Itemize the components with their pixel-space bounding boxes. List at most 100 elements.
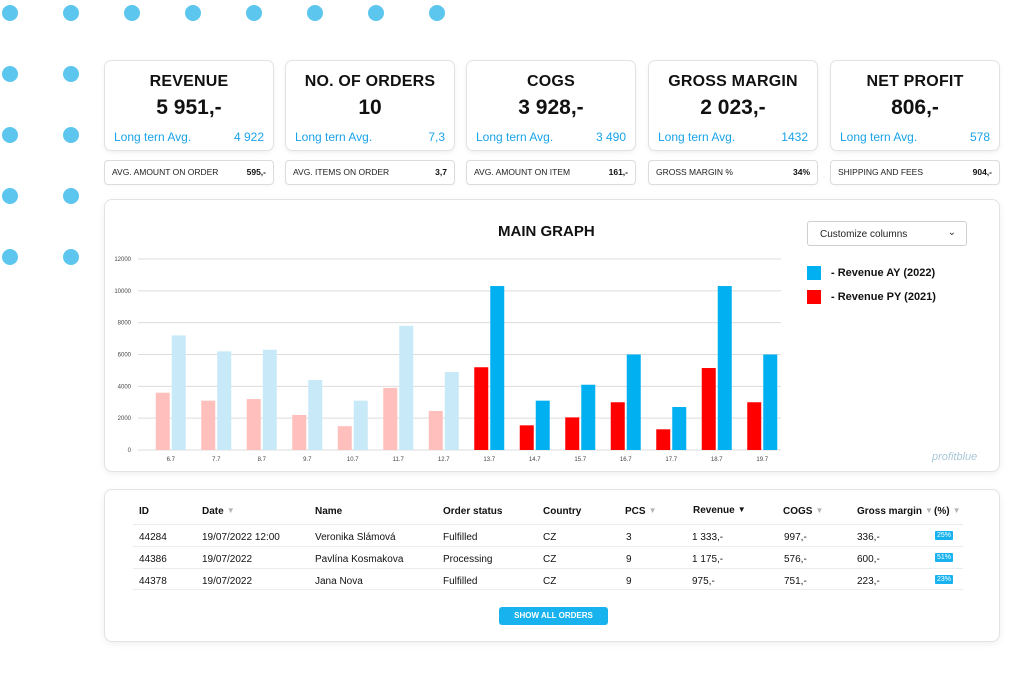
col-header-date[interactable]: Date ▼ [202, 506, 235, 517]
col-header-gross-margin[interactable]: Gross margin ▼ [857, 506, 933, 517]
cell-cogs: 997,- [784, 532, 807, 543]
x-tick-label: 13.7 [483, 457, 495, 463]
decor-dot [307, 5, 323, 21]
bar-py [292, 414, 307, 450]
sub-stat-label: GROSS MARGIN % [656, 167, 733, 177]
decor-dot [429, 5, 445, 21]
bar-ay [262, 349, 277, 450]
cell-country: CZ [543, 576, 557, 587]
show-all-orders-button[interactable]: SHOW ALL ORDERS [499, 607, 608, 625]
kpi-card-revenue: REVENUE 5 951,- Long tern Avg. 4 922 [105, 61, 273, 150]
cell-id: 44284 [139, 532, 167, 543]
cell-date: 19/07/2022 [202, 576, 253, 587]
cell-name: Veronika Slámová [315, 532, 396, 543]
x-tick-label: 10.7 [347, 457, 359, 463]
kpi-avg-value: 4 922 [233, 130, 264, 144]
bar-ay [535, 400, 550, 450]
y-tick-label: 0 [128, 448, 132, 454]
table-row[interactable]: 44284 19/07/2022 12:00 Veronika Slámová … [133, 524, 963, 546]
sort-active-icon: ▼ [737, 505, 746, 514]
sub-stat-value: 3,7 [435, 167, 447, 177]
decor-dot [63, 249, 79, 265]
kpi-card-net-profit: NET PROFIT 806,- Long tern Avg. 578 [831, 61, 999, 150]
col-header-revenue[interactable]: Revenue ▼ [693, 505, 746, 516]
decor-dot [124, 5, 140, 21]
kpi-avg-value: 1432 [781, 130, 808, 144]
table-row[interactable]: 44386 19/07/2022 Pavlína Kosmakova Proce… [133, 546, 963, 568]
sub-stat-avg-amount-item: AVG. AMOUNT ON ITEM 161,- [467, 161, 635, 184]
decor-dot [2, 5, 18, 21]
margin-pct-badge: 51% [935, 553, 954, 562]
kpi-avg-label: Long tern Avg. [658, 130, 736, 144]
x-tick-label: 6.7 [167, 457, 176, 463]
orders-table-panel: ID Date ▼ Name Order status Country PCS ▼ … [105, 490, 999, 641]
kpi-title: NET PROFIT [866, 73, 964, 90]
y-tick-label: 8000 [118, 321, 132, 327]
decor-dot [2, 66, 18, 82]
col-header-country[interactable]: Country [543, 506, 581, 517]
col-header-pct[interactable]: (%) ▼ [934, 506, 960, 517]
kpi-avg-label: Long tern Avg. [840, 130, 918, 144]
kpi-value: 5 951,- [156, 96, 222, 119]
decor-dot [63, 188, 79, 204]
cell-cogs: 576,- [784, 554, 807, 565]
bar-ay [353, 400, 368, 450]
cell-revenue: 1 333,- [692, 532, 724, 543]
col-header-status[interactable]: Order status [443, 506, 502, 517]
customize-columns-label: Customize columns [820, 229, 908, 240]
bar-ay [581, 384, 596, 450]
bar-py [383, 387, 398, 450]
cell-pcs: 3 [626, 532, 632, 543]
kpi-title: GROSS MARGIN [668, 73, 798, 90]
y-tick-label: 10000 [114, 289, 131, 295]
bar-py [428, 411, 443, 450]
col-header-pcs[interactable]: PCS ▼ [625, 506, 656, 517]
x-tick-label: 9.7 [303, 457, 312, 463]
sub-stat-avg-amount-order: AVG. AMOUNT ON ORDER 595,- [105, 161, 273, 184]
bar-py [565, 417, 580, 450]
bar-ay [717, 286, 732, 450]
kpi-title: COGS [527, 73, 575, 90]
x-tick-label: 19.7 [756, 457, 768, 463]
cell-date: 19/07/2022 [202, 554, 253, 565]
x-tick-label: 15.7 [574, 457, 586, 463]
col-header-label: Revenue [693, 505, 735, 516]
col-header-label: Name [315, 506, 343, 517]
kpi-avg-label: Long tern Avg. [114, 130, 192, 144]
kpi-title: REVENUE [149, 73, 229, 90]
kpi-value: 2 023,- [700, 96, 766, 119]
col-header-label: COGS [783, 506, 813, 517]
cell-id: 44378 [139, 576, 167, 587]
col-header-name[interactable]: Name [315, 506, 342, 517]
decor-dot [63, 127, 79, 143]
sort-icon: ▼ [226, 506, 235, 515]
decor-dot [2, 249, 18, 265]
kpi-avg-value: 7,3 [428, 130, 445, 144]
customize-columns-dropdown[interactable]: Customize columns ⌄ [807, 221, 967, 246]
bar-ay [763, 354, 778, 450]
col-header-label: Gross margin [857, 506, 923, 517]
kpi-card-gross-margin: GROSS MARGIN 2 023,- Long tern Avg. 1432 [649, 61, 817, 150]
y-tick-label: 12000 [114, 257, 131, 263]
kpi-avg-value: 3 490 [595, 130, 626, 144]
sub-stat-value: 595,- [246, 167, 266, 177]
col-header-label: PCS [625, 506, 646, 517]
bar-ay [171, 335, 186, 450]
graph-title: MAIN GRAPH [498, 223, 595, 240]
sub-stat-value: 161,- [608, 167, 628, 177]
kpi-card-cogs: COGS 3 928,- Long tern Avg. 3 490 [467, 61, 635, 150]
decor-dot [185, 5, 201, 21]
y-tick-label: 4000 [118, 384, 132, 390]
col-header-label: Order status [443, 506, 503, 517]
cell-pcs: 9 [626, 554, 632, 565]
bar-ay [399, 325, 414, 450]
x-tick-label: 18.7 [711, 457, 723, 463]
col-header-id[interactable]: ID [139, 506, 149, 517]
col-header-cogs[interactable]: COGS ▼ [783, 506, 823, 517]
col-header-label: Date [202, 506, 224, 517]
sub-stat-shipping-fees: SHIPPING AND FEES 904,- [831, 161, 999, 184]
sort-icon: ▼ [815, 506, 824, 515]
bar-py [337, 426, 352, 450]
table-row[interactable]: 44378 19/07/2022 Jana Nova Fulfilled CZ … [133, 568, 963, 590]
cell-revenue: 1 175,- [692, 554, 724, 565]
